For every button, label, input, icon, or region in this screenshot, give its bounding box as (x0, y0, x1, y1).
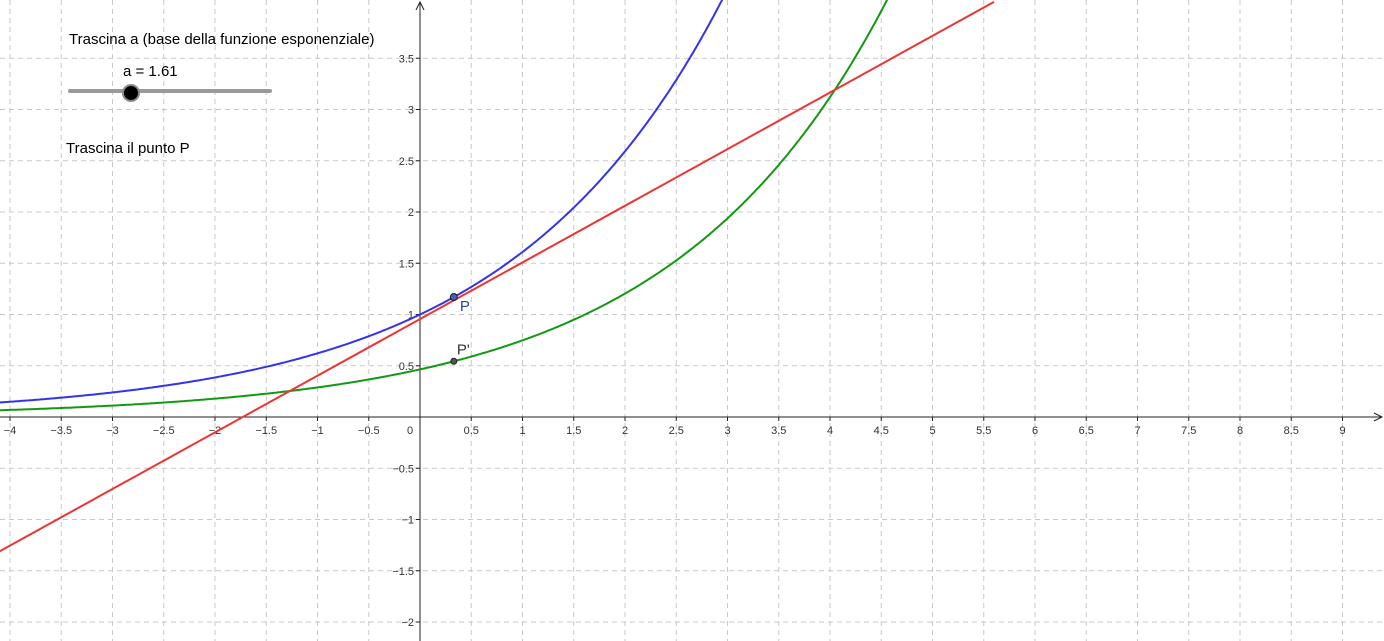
slider-value-label: a = 1.61 (123, 63, 178, 80)
curves (0, 0, 995, 553)
x-tick-label: −3.5 (50, 425, 72, 437)
y-tick-label: 1.5 (399, 258, 414, 270)
points[interactable]: P P' (449, 293, 470, 365)
exp-curve (0, 0, 724, 404)
x-tick-label: 8 (1237, 425, 1243, 437)
slider-knob[interactable] (122, 84, 141, 102)
x-tick-label: 1 (519, 425, 525, 437)
x-tick-label: 7.5 (1181, 425, 1196, 437)
x-tick-label: 0 (407, 425, 413, 437)
x-tick-label: 4.5 (874, 425, 889, 437)
y-axis-arrow (415, 0, 425, 11)
x-tick-label: −1.5 (255, 425, 277, 437)
point-p-label: P (460, 298, 470, 315)
point-p-prime (450, 357, 458, 365)
x-tick-label: −1 (311, 425, 324, 437)
y-tick-label: 0.5 (399, 361, 414, 373)
x-tick-label: 1.5 (566, 425, 581, 437)
tangent-line (0, 0, 995, 553)
x-tick-label: −2.5 (153, 425, 175, 437)
y-tick-label: 3.5 (399, 53, 414, 65)
x-tick-label: 6 (1032, 425, 1038, 437)
slider-instruction: Trascina a (base della funzione esponenz… (69, 31, 375, 48)
x-tick-label: −0.5 (358, 425, 380, 437)
slider-track[interactable] (68, 89, 272, 93)
x-axis-arrow (1373, 412, 1384, 422)
point-p[interactable] (449, 293, 458, 302)
x-tick-label: 9 (1339, 425, 1345, 437)
y-tick-label: −1 (401, 515, 414, 527)
y-tick-label: 3 (408, 105, 414, 117)
y-tick-label: −1.5 (392, 566, 414, 578)
point-instruction: Trascina il punto P (66, 140, 190, 157)
x-tick-label: −4 (4, 425, 17, 437)
x-tick-label: 2.5 (669, 425, 684, 437)
x-tick-label: 7 (1134, 425, 1140, 437)
x-tick-label: 2 (622, 425, 628, 437)
shifted-curve (0, 0, 889, 412)
y-tick-label: −0.5 (392, 463, 414, 475)
x-tick-label: −3 (106, 425, 119, 437)
x-tick-label: 5 (929, 425, 935, 437)
x-tick-label: 3.5 (771, 425, 786, 437)
point-p-prime-label: P' (457, 341, 470, 358)
y-tick-label: −2 (401, 617, 414, 629)
x-tick-label: 0.5 (464, 425, 479, 437)
y-tick-label: 1 (408, 310, 414, 322)
tick-labels: −4 −3.5 −3 −2.5 −2 −1.5 −1 −0.5 0 0.5 1 1.5 2 2.5 3 3.5… (4, 53, 1346, 629)
y-tick-label: 2 (408, 207, 414, 219)
x-tick-label: 5.5 (976, 425, 991, 437)
y-tick-label: 2.5 (399, 156, 414, 168)
x-tick-label: 6.5 (1079, 425, 1094, 437)
x-tick-label: 4 (827, 425, 833, 437)
x-tick-label: 8.5 (1284, 425, 1299, 437)
x-tick-label: 3 (724, 425, 730, 437)
